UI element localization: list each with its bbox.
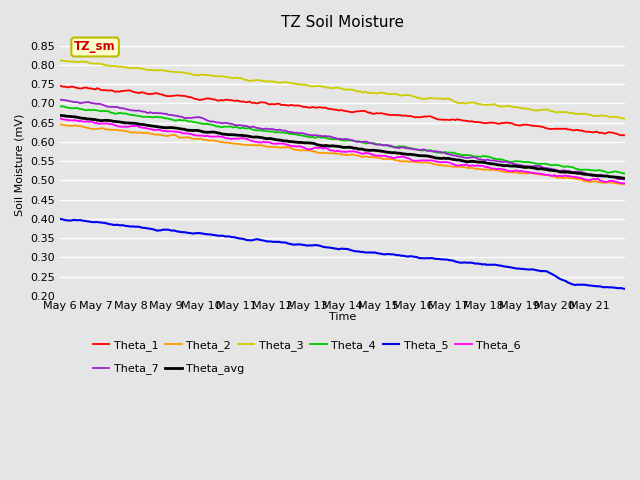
Theta_avg <box>543 167 550 172</box>
Theta_2 <box>617 181 625 187</box>
Theta_avg <box>56 112 64 118</box>
Theta_6 <box>76 119 83 124</box>
Theta_7 <box>93 101 101 107</box>
Line: Theta_3: Theta_3 <box>60 60 625 119</box>
Theta_5 <box>76 217 83 223</box>
Theta_5 <box>56 216 64 222</box>
Theta_7 <box>347 137 355 143</box>
Theta_1 <box>621 132 629 138</box>
Theta_7 <box>617 176 625 182</box>
Theta_5 <box>347 247 355 253</box>
Theta_3 <box>543 107 550 112</box>
Theta_3 <box>617 115 625 121</box>
Theta_4 <box>60 104 67 109</box>
X-axis label: Time: Time <box>329 312 356 322</box>
Theta_2 <box>621 181 629 187</box>
Theta_6 <box>543 172 550 178</box>
Line: Theta_avg: Theta_avg <box>60 115 625 178</box>
Theta_5 <box>543 268 550 274</box>
Text: TZ_sm: TZ_sm <box>74 40 116 53</box>
Theta_2 <box>56 121 64 127</box>
Theta_1 <box>543 125 550 131</box>
Theta_4 <box>77 106 84 112</box>
Theta_4 <box>460 152 468 158</box>
Theta_1 <box>617 132 625 138</box>
Theta_2 <box>76 123 83 129</box>
Theta_5 <box>617 285 625 291</box>
Theta_7 <box>76 100 83 106</box>
Legend: Theta_7, Theta_avg: Theta_7, Theta_avg <box>88 359 249 379</box>
Theta_2 <box>459 164 467 170</box>
Theta_3 <box>347 86 355 92</box>
Theta_avg <box>347 144 355 150</box>
Theta_6 <box>621 180 629 186</box>
Theta_2 <box>347 152 355 157</box>
Theta_7 <box>621 177 629 182</box>
Theta_4 <box>621 170 629 176</box>
Theta_1 <box>76 85 83 91</box>
Theta_4 <box>348 138 356 144</box>
Theta_4 <box>618 170 626 176</box>
Theta_avg <box>617 175 625 180</box>
Theta_1 <box>56 83 64 88</box>
Theta_avg <box>76 115 83 120</box>
Theta_5 <box>93 219 101 225</box>
Theta_4 <box>95 108 102 113</box>
Theta_6 <box>56 116 64 121</box>
Theta_7 <box>543 165 550 171</box>
Line: Theta_5: Theta_5 <box>60 219 625 289</box>
Theta_4 <box>56 104 64 109</box>
Theta_4 <box>620 170 627 176</box>
Theta_3 <box>93 60 101 66</box>
Theta_6 <box>93 120 101 126</box>
Title: TZ Soil Moisture: TZ Soil Moisture <box>281 15 404 30</box>
Line: Theta_7: Theta_7 <box>60 100 625 180</box>
Theta_3 <box>56 58 64 63</box>
Theta_7 <box>56 97 64 103</box>
Theta_1 <box>347 109 355 115</box>
Theta_7 <box>459 155 467 160</box>
Y-axis label: Soil Moisture (mV): Soil Moisture (mV) <box>15 114 25 216</box>
Theta_6 <box>617 180 625 186</box>
Theta_4 <box>545 162 552 168</box>
Theta_1 <box>93 85 101 91</box>
Theta_1 <box>459 118 467 123</box>
Theta_5 <box>621 286 629 292</box>
Line: Theta_1: Theta_1 <box>60 85 625 135</box>
Theta_avg <box>93 117 101 123</box>
Theta_3 <box>76 59 83 65</box>
Theta_avg <box>621 175 629 181</box>
Theta_7 <box>620 177 627 182</box>
Line: Theta_6: Theta_6 <box>60 119 625 183</box>
Theta_3 <box>621 116 629 121</box>
Theta_5 <box>459 260 467 265</box>
Line: Theta_2: Theta_2 <box>60 124 625 184</box>
Theta_6 <box>347 149 355 155</box>
Theta_2 <box>620 181 627 187</box>
Theta_6 <box>459 162 467 168</box>
Theta_2 <box>543 172 550 178</box>
Theta_3 <box>459 100 467 106</box>
Line: Theta_4: Theta_4 <box>60 107 625 173</box>
Theta_2 <box>93 126 101 132</box>
Theta_avg <box>459 158 467 164</box>
